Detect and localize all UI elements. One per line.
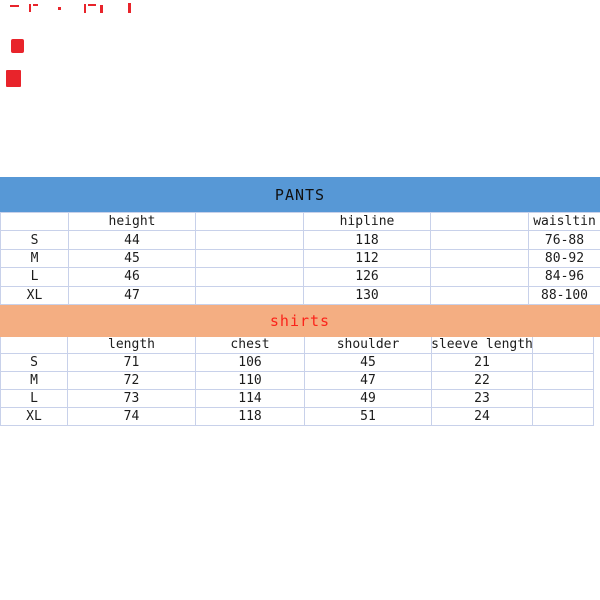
shirts-header-sleeve-length: sleeve length [431,336,532,354]
pants-size-label: L [0,268,68,287]
shirts-chest-value: 110 [195,371,304,390]
shirts-size-label: L [0,389,67,408]
shirts-shoulder-value: 47 [304,371,431,390]
pants-height-value: 47 [68,286,195,305]
pants-hipline-value: 112 [303,249,430,269]
pants-blank-cell [430,286,528,305]
pants-blank-cell [195,286,303,305]
pants-blank-cell [430,268,528,287]
shirts-chest-value: 114 [195,389,304,408]
shirts-shoulder-value: 45 [304,353,431,372]
shirts-blank-cell [532,371,594,390]
pants-size-label: XL [0,286,68,305]
pants-header-blank [430,213,528,232]
pants-title: PANTS [274,185,326,204]
shirts-table: length chest shoulder sleeve length S 71… [0,336,594,426]
shirts-header-length: length [67,336,195,354]
shirts-sleeve-value: 22 [431,371,532,390]
shirts-size-label: M [0,371,67,390]
red-glyph-fragment [58,7,61,10]
pants-header-height: height [68,213,195,232]
pants-blank-cell [195,249,303,269]
pants-height-value: 45 [68,249,195,269]
pants-header-hipline: hipline [303,213,430,232]
shirts-chest-value: 106 [195,353,304,372]
pants-blank-cell [430,249,528,269]
red-glyph-fragment [84,4,86,13]
shirts-shoulder-value: 49 [304,389,431,408]
shirts-sleeve-value: 21 [431,353,532,372]
pants-hipline-value: 126 [303,268,430,287]
pants-header-waistline: waisltin [528,213,600,232]
red-glyph-fragment [29,4,31,12]
shirts-shoulder-value: 51 [304,407,431,426]
red-glyph-fragment [33,4,38,6]
pants-blank-cell [195,231,303,250]
pants-waist-value: 88-100 [528,286,600,305]
shirts-section-banner: shirts [0,304,600,337]
red-glyph-block [6,70,21,87]
shirts-header-shoulder: shoulder [304,336,431,354]
shirts-length-value: 71 [67,353,195,372]
pants-blank-cell [195,268,303,287]
red-glyph-block [11,39,24,53]
shirts-header-chest: chest [195,336,304,354]
pants-waist-value: 84-96 [528,268,600,287]
shirts-length-value: 72 [67,371,195,390]
pants-hipline-value: 118 [303,231,430,250]
pants-waist-value: 80-92 [528,249,600,269]
shirts-size-label: XL [0,407,67,426]
pants-section-banner: PANTS [0,177,600,212]
shirts-blank-cell [532,407,594,426]
shirts-blank-cell [532,389,594,408]
red-glyph-fragment [10,5,19,7]
shirts-header-blank [532,336,594,354]
pants-hipline-value: 130 [303,286,430,305]
pants-size-label: S [0,231,68,250]
shirts-length-value: 74 [67,407,195,426]
shirts-blank-cell [532,353,594,372]
shirts-sleeve-value: 24 [431,407,532,426]
pants-header-blank [195,213,303,232]
shirts-chest-value: 118 [195,407,304,426]
shirts-header-size [0,336,67,354]
shirts-sleeve-value: 23 [431,389,532,408]
pants-height-value: 44 [68,231,195,250]
pants-waist-value: 76-88 [528,231,600,250]
pants-blank-cell [430,231,528,250]
pants-header-size [0,213,68,232]
shirts-size-label: S [0,353,67,372]
red-glyph-fragment [128,3,131,13]
shirts-title: shirts [269,311,331,330]
shirts-length-value: 73 [67,389,195,408]
red-glyph-fragment [100,5,103,13]
pants-table: height hipline waisltin S 44 118 76-88 M… [0,212,600,305]
top-whitespace [0,0,600,177]
red-glyph-fragment [88,4,96,6]
pants-size-label: M [0,249,68,269]
pants-height-value: 46 [68,268,195,287]
